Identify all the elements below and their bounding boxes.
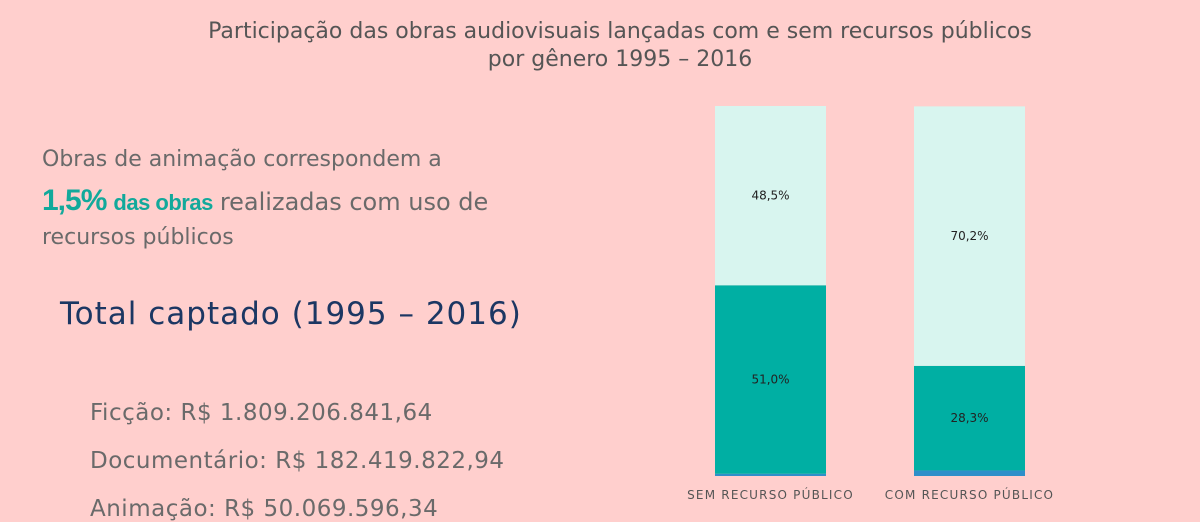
value-label: 48,5% (751, 189, 789, 203)
bar-segment (715, 285, 826, 474)
bar-segment (914, 365, 1025, 471)
category-label: SEM RECURSO PÚBLICO (687, 487, 854, 502)
statement: 1,5% das obras realizadas com uso de (42, 184, 488, 218)
chart-title: por gênero 1995 – 2016 (488, 47, 752, 72)
value-label: 70,2% (950, 229, 988, 243)
value-label: 28,3% (950, 411, 988, 425)
total-item: Ficção: R$ 1.809.206.841,64 (90, 400, 433, 426)
chart-title: Participação das obras audiovisuais lanç… (208, 19, 1032, 44)
value-label: 51,0% (751, 373, 789, 387)
bar-segment (914, 470, 1025, 476)
total-item: Animação: R$ 50.069.596,34 (90, 496, 439, 522)
bar-segment (715, 473, 826, 476)
total-item: Documentário: R$ 182.419.822,94 (90, 448, 505, 474)
category-label: COM RECURSO PÚBLICO (885, 487, 1054, 502)
bar-segment (914, 106, 1025, 366)
highlight-value: 1,5% (42, 184, 107, 217)
total-title: Total captado (1995 – 2016) (60, 296, 522, 332)
statement-text: realizadas com uso de (219, 188, 489, 216)
statement: Obras de animação correspondem a (42, 147, 442, 172)
highlight-text: das obras (113, 190, 213, 215)
statement: recursos públicos (42, 225, 234, 250)
bar-segment (715, 106, 826, 286)
